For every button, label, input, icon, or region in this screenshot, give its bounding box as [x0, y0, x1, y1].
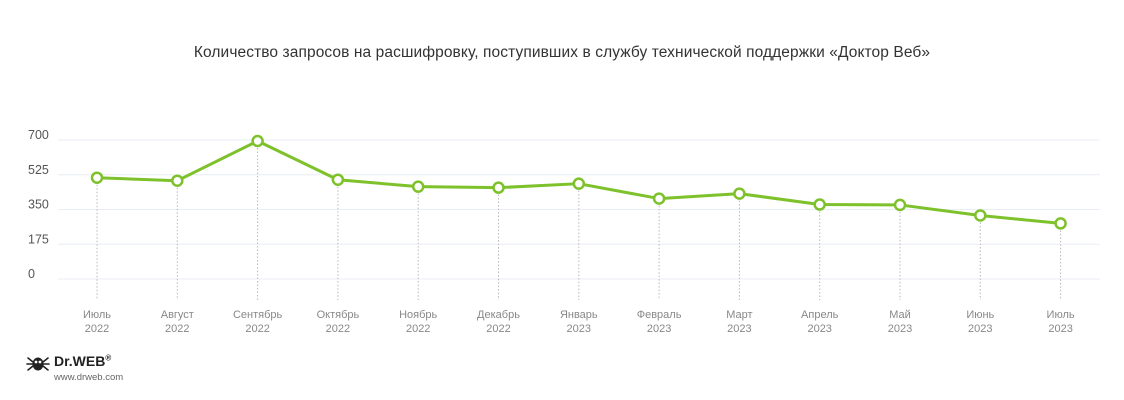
x-tick-label: Июль	[1047, 309, 1075, 321]
x-tick-label: Май	[889, 309, 911, 321]
data-point	[1054, 217, 1067, 230]
x-tick-label: Июль	[83, 309, 111, 321]
x-tick-year: 2023	[727, 323, 751, 335]
y-tick-label: 525	[28, 163, 49, 177]
data-point	[492, 181, 505, 194]
x-tick-label: Июнь	[966, 309, 994, 321]
data-point	[171, 174, 184, 187]
x-tick-year: 2023	[968, 323, 992, 335]
x-tick-year: 2022	[486, 323, 510, 335]
logo-url: www.drweb.com	[54, 372, 124, 383]
x-tick-label: Январь	[560, 309, 598, 321]
data-points	[90, 134, 1067, 230]
data-point	[733, 187, 746, 200]
x-tick-year: 2022	[85, 323, 109, 335]
data-point	[974, 209, 987, 222]
x-tick-label: Февраль	[637, 309, 682, 321]
x-tick-label: Март	[726, 309, 752, 321]
line-chart: 700 525 350 175 0 Июль 2022 Август 2022 Сентябрь…	[28, 128, 1100, 335]
x-tick-year: 2022	[245, 323, 269, 335]
y-tick-label: 0	[28, 267, 35, 281]
x-tick-year: 2023	[888, 323, 912, 335]
x-tick-year: 2023	[567, 323, 591, 335]
logo-brand: Dr.WEB	[54, 353, 106, 369]
spider-icon	[26, 357, 50, 371]
x-tick-label: Октябрь	[317, 309, 360, 321]
x-tick-label: Апрель	[801, 309, 839, 321]
x-tick-label: Ноябрь	[399, 309, 437, 321]
x-tick-year: 2022	[406, 323, 430, 335]
data-point	[893, 198, 907, 212]
data-point	[251, 134, 264, 148]
x-tick-label: Сентябрь	[233, 309, 283, 321]
data-point	[331, 173, 345, 186]
data-point	[572, 177, 586, 190]
x-tick-year: 2022	[326, 323, 350, 335]
x-tick-year: 2023	[647, 323, 671, 335]
x-tick-year: 2022	[165, 323, 189, 335]
data-point	[652, 192, 666, 205]
x-tick-year: 2023	[1048, 323, 1072, 335]
drop-lines	[96, 140, 1062, 300]
logo-registered: ®	[105, 353, 112, 363]
chart-title: Количество запросов на расшифровку, пост…	[193, 44, 931, 61]
data-point	[90, 171, 104, 184]
x-tick-label: Август	[161, 309, 194, 321]
y-tick-label: 350	[28, 198, 49, 212]
data-point	[411, 180, 425, 193]
y-tick-label: 700	[28, 128, 49, 142]
y-axis: 700 525 350 175 0	[28, 128, 49, 281]
x-tick-year: 2023	[807, 323, 831, 335]
x-tick-label: Декабрь	[477, 309, 520, 321]
y-tick-label: 175	[28, 232, 49, 246]
x-axis: Июль 2022 Август 2022 Сентябрь 2022 Октябрь 202…	[83, 309, 1075, 335]
data-point	[813, 198, 826, 211]
